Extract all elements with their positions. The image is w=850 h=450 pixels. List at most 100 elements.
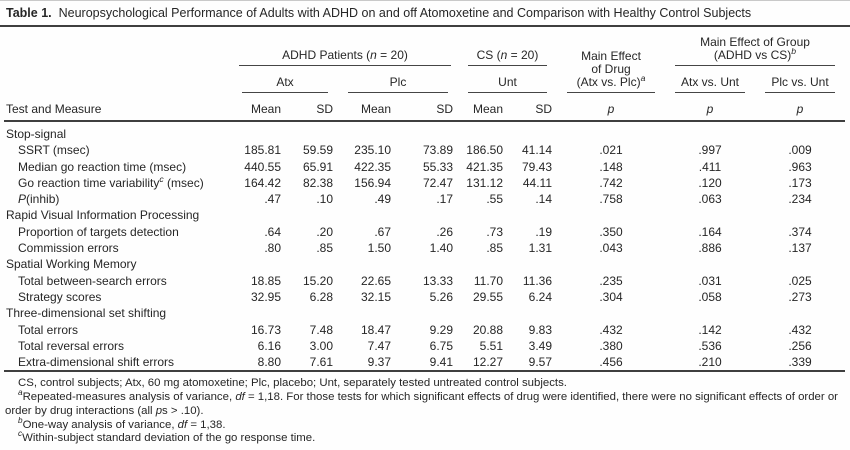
row-label: Total errors — [18, 322, 79, 337]
group-header-drug-effect: Main Effect of Drug (Atx vs. Plc)a — [557, 29, 665, 93]
subgroup-header-unt: Unt — [458, 66, 557, 93]
column-header-mean: Mean — [338, 93, 396, 122]
footnote: CS, control subjects; Atx, 60 mg atomoxe… — [18, 377, 567, 390]
value-cell: 7.61 — [309, 355, 333, 370]
value-cell: .963 — [788, 159, 812, 174]
value-cell: 6.28 — [309, 289, 333, 304]
value-cell: .14 — [535, 192, 552, 207]
value-cell: 9.41 — [429, 355, 453, 370]
table-row: Proportion of targets detection .64 .20 .67… — [4, 224, 845, 240]
row-label: Strategy scores — [18, 289, 102, 304]
value-cell: .164 — [698, 224, 722, 239]
value-cell: 55.33 — [422, 159, 453, 174]
footnote: cWithin-subject standard deviation of th… — [18, 429, 316, 445]
value-cell: 73.89 — [422, 143, 453, 158]
subgroup-header-plc: Plc — [338, 66, 458, 93]
value-cell: .20 — [316, 224, 333, 239]
value-cell: 1.50 — [367, 241, 391, 256]
row-label: Total reversal errors — [18, 338, 125, 353]
value-cell: 7.47 — [367, 338, 391, 353]
value-cell: 9.57 — [528, 355, 552, 370]
table-body: Stop-signal SSRT (msec) 185.81 59.59 235.10 7… — [4, 121, 845, 372]
column-header-sd: SD — [396, 93, 458, 122]
value-cell: .80 — [264, 241, 281, 256]
value-cell: 185.81 — [244, 143, 281, 158]
value-cell: .120 — [698, 175, 722, 190]
value-cell: 9.29 — [429, 322, 453, 337]
value-cell: 32.95 — [250, 289, 281, 304]
value-cell: 29.55 — [472, 289, 503, 304]
value-cell: 186.50 — [466, 143, 503, 158]
value-cell: 6.24 — [528, 289, 552, 304]
value-cell: 164.42 — [244, 175, 281, 190]
value-cell: .273 — [788, 289, 812, 304]
value-cell: 22.65 — [360, 273, 391, 288]
value-cell: .058 — [698, 289, 722, 304]
value-cell: 5.26 — [429, 289, 453, 304]
value-cell: 82.38 — [302, 175, 333, 190]
subgroup-header-atx: Atx — [232, 66, 338, 93]
value-cell: .210 — [698, 355, 722, 370]
value-cell: 421.35 — [466, 159, 503, 174]
value-cell: .49 — [374, 192, 391, 207]
value-cell: .85 — [486, 241, 503, 256]
value-cell: 32.15 — [360, 289, 391, 304]
value-cell: .432 — [788, 322, 812, 337]
value-cell: 422.35 — [354, 159, 391, 174]
value-cell: .380 — [599, 338, 623, 353]
value-cell: .742 — [599, 175, 623, 190]
group-header-adhd: ADHD Patients (n = 20) — [232, 29, 458, 66]
row-label: Median go reaction time (msec) — [18, 159, 187, 174]
table-title-text: Neuropsychological Performance of Adults… — [58, 6, 752, 20]
table-row: Median go reaction time (msec) 440.55 65.9… — [4, 159, 845, 175]
value-cell: .148 — [599, 159, 623, 174]
value-cell: .031 — [698, 273, 722, 288]
row-label: P(inhib) — [18, 192, 60, 207]
value-cell: 44.11 — [522, 175, 552, 190]
column-header-p: p — [755, 93, 845, 122]
value-cell: 3.00 — [309, 338, 333, 353]
value-cell: .536 — [698, 338, 722, 353]
value-cell: .374 — [788, 224, 812, 239]
value-cell: 18.85 — [250, 273, 281, 288]
value-cell: .26 — [436, 224, 453, 239]
value-cell: .009 — [788, 143, 812, 158]
value-cell: .19 — [535, 224, 552, 239]
value-cell: .339 — [788, 355, 812, 370]
value-cell: .137 — [788, 241, 812, 256]
row-label: Extra-dimensional shift errors — [18, 355, 175, 370]
value-cell: .456 — [599, 355, 623, 370]
section-row: Spatial Working Memory — [4, 256, 845, 272]
value-cell: .64 — [264, 224, 281, 239]
value-cell: 8.80 — [257, 355, 281, 370]
value-cell: 12.27 — [472, 355, 503, 370]
value-cell: 11.36 — [522, 273, 552, 288]
value-cell: .043 — [599, 241, 623, 256]
column-header-mean: Mean — [458, 93, 508, 122]
value-cell: .256 — [788, 338, 812, 353]
value-cell: .17 — [436, 192, 453, 207]
value-cell: 6.75 — [429, 338, 453, 353]
footnotes: CS, control subjects; Atx, 60 mg atomoxe… — [0, 372, 850, 446]
table-title: Table 1. Neuropsychological Performance o… — [0, 1, 850, 21]
value-cell: .47 — [264, 192, 281, 207]
table-row: Total between-search errors 18.85 15.20 22.… — [4, 273, 845, 289]
group-header-group-effect: Main Effect of Group (ADHD vs CS)b — [665, 29, 845, 66]
value-cell: 6.16 — [257, 338, 281, 353]
value-cell: 16.73 — [250, 322, 281, 337]
value-cell: .432 — [599, 322, 623, 337]
value-cell: 20.88 — [472, 322, 503, 337]
value-cell: 72.47 — [422, 175, 453, 190]
value-cell: 131.12 — [466, 175, 503, 190]
value-cell: 13.33 — [422, 273, 453, 288]
value-cell: .73 — [486, 224, 503, 239]
value-cell: 65.91 — [302, 159, 333, 174]
section-header: Rapid Visual Information Processing — [6, 208, 200, 223]
value-cell: 11.70 — [473, 273, 503, 288]
column-header-mean: Mean — [232, 93, 286, 122]
table-row: P(inhib) .47 .10 .49 .17 .55 .14 .758 .063 .234 — [4, 191, 845, 207]
value-cell: 440.55 — [244, 159, 281, 174]
value-cell: .021 — [599, 143, 623, 158]
value-cell: 156.94 — [354, 175, 391, 190]
value-cell: .758 — [599, 192, 623, 207]
